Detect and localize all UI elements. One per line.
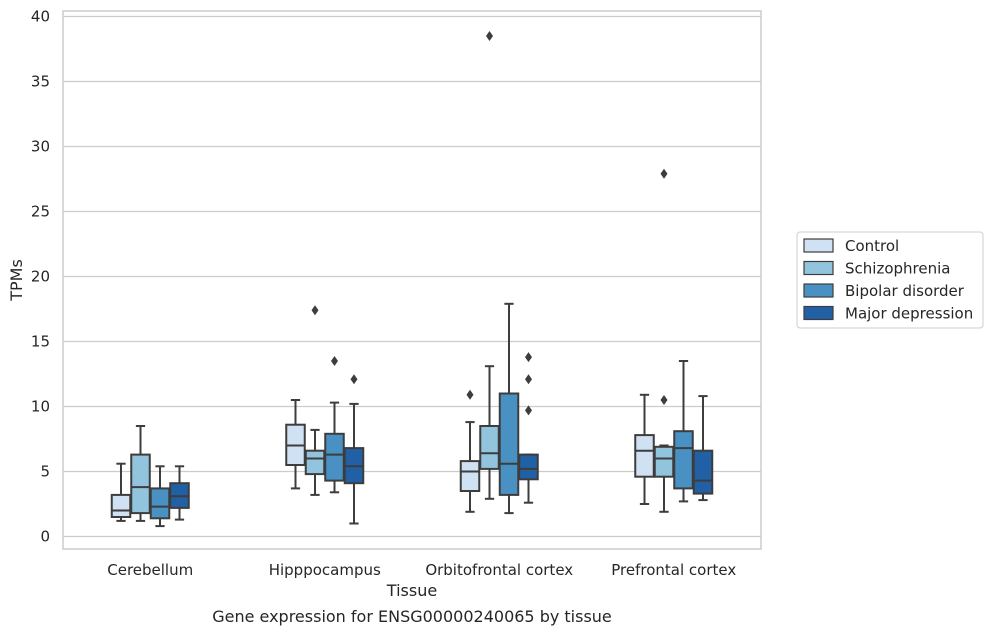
legend-label: Schizophrenia [845,260,950,278]
y-tick-label: 40 [31,8,50,26]
legend-swatch [803,283,834,298]
outlier-point [350,374,358,385]
legend-label: Control [845,237,899,255]
legend-label: Bipolar disorder [845,282,965,300]
legend-label: Major depression [845,305,973,323]
outlier-point [525,405,532,416]
box-body [149,487,171,520]
box-body [130,453,151,515]
box-3-3 [692,395,714,502]
box-1-3 [343,374,365,525]
legend: Control Schizophrenia Bipolar disorder Majo… [796,231,984,329]
x-tick-label: Cerebellum [107,561,193,579]
y-tick-label: 10 [31,398,50,416]
x-tick-label: Prefrontal cortex [611,561,736,579]
box-body [692,449,714,495]
plot-frame [62,10,762,550]
box-body [653,445,675,478]
box-body [518,453,539,481]
outlier-point [466,389,474,400]
box-body [110,493,132,518]
x-tick-label: Hipppocampus [269,561,381,579]
box-3-0 [634,393,655,505]
boxes [110,31,714,528]
y-tick-label: 0 [40,528,50,546]
outlier-point [525,374,532,385]
outlier-point [660,395,668,405]
box-body [634,434,655,478]
box-2-0 [459,389,481,513]
y-tick-label: 20 [31,268,50,286]
y-tick-labels: 0 5 10 15 20 25 30 35 40 [31,8,50,546]
box-0-3 [169,465,190,521]
legend-swatch [803,305,834,321]
outlier-point [331,356,338,366]
y-tick-label: 25 [31,203,50,221]
box-2-3 [518,352,539,504]
y-tick-label: 15 [31,333,50,351]
legend-frame [796,231,984,329]
box-2-1 [479,31,500,500]
box-1-2 [324,356,345,494]
x-tick-labels: Cerebellum Hipppocampus Orbitofrontal cort… [107,561,736,579]
x-tick-label: Orbitofrontal cortex [425,561,573,579]
outlier-point [525,352,532,363]
y-tick-label: 5 [40,463,50,481]
chart-caption: Gene expression for ENSG00000240065 by t… [212,607,612,626]
box-body [673,430,694,490]
box-body [479,425,500,470]
box-1-0 [285,399,306,490]
y-axis-title: TPMs [7,259,26,302]
box-body [324,432,345,482]
box-body [498,392,520,496]
legend-swatch [803,238,834,253]
box-body [459,460,481,493]
outlier-point [486,31,493,41]
box-2-2 [498,302,520,515]
y-tick-label: 30 [31,138,50,156]
box-body [304,449,326,476]
x-axis-title: Tissue [386,581,437,600]
gridlines [63,15,761,538]
outlier-point [660,168,668,179]
legend-swatch [803,260,834,276]
box-0-1 [130,425,151,522]
y-tick-label: 35 [31,73,50,91]
outlier-point [311,305,319,316]
